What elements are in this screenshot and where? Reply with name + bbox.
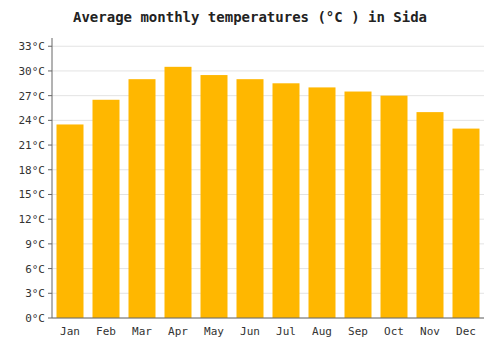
title: Average monthly temperatures (°C ) in Si…: [73, 9, 427, 25]
tick-label: Jan: [60, 325, 80, 338]
bar: [417, 112, 444, 318]
tick-mark: [48, 46, 52, 47]
bar: [453, 129, 480, 318]
tick-label: 33°C: [19, 40, 46, 53]
tick-label: 21°C: [19, 139, 46, 152]
grid-line: [52, 46, 484, 47]
tick-label: Feb: [96, 325, 116, 338]
tick-label: 30°C: [19, 65, 46, 78]
y-axis-line: [52, 38, 53, 318]
tick-label: 18°C: [19, 164, 46, 177]
tick-mark: [48, 318, 52, 319]
tick-label: Jun: [240, 325, 260, 338]
bar: [345, 92, 372, 318]
bar: [201, 75, 228, 318]
tick-label: 12°C: [19, 213, 46, 226]
tick-label: 27°C: [19, 90, 46, 103]
bar: [237, 79, 264, 318]
bar: [381, 96, 408, 318]
tick-mark: [48, 120, 52, 121]
grid-line: [52, 318, 484, 319]
tick-label: Dec: [456, 325, 476, 338]
tick-mark: [48, 268, 52, 269]
tick-label: Nov: [420, 325, 440, 338]
tick-label: Jul: [276, 325, 296, 338]
bar: [129, 79, 156, 318]
tick-label: 6°C: [25, 263, 45, 276]
grid: [52, 46, 484, 318]
bar: [57, 124, 84, 318]
y-axis: 0°C 3°C 6°C 9°C 12°C 15°C 18°C 21°C 24°C 27°C 30°C…: [19, 40, 53, 325]
tick-mark: [48, 169, 52, 170]
bar: [165, 67, 192, 318]
tick-mark: [48, 145, 52, 146]
tick-label: Mar: [132, 325, 152, 338]
chart-container: Average monthly temperatures (°C ) in Si…: [0, 0, 500, 350]
tick-mark: [48, 243, 52, 244]
tick-mark: [48, 194, 52, 195]
tick-label: May: [204, 325, 224, 338]
tick-label: 0°C: [25, 312, 45, 325]
tick-label: 15°C: [19, 188, 46, 201]
grid-line: [52, 70, 484, 71]
chart: Average monthly temperatures (°C ) in Si…: [0, 0, 500, 350]
tick-label: Apr: [168, 325, 188, 338]
tick-label: 24°C: [19, 114, 46, 127]
tick-label: Oct: [384, 325, 404, 338]
x-axis-line: [52, 318, 484, 319]
tick-mark: [48, 95, 52, 96]
bar: [273, 83, 300, 318]
tick-mark: [48, 293, 52, 294]
tick-label: 3°C: [25, 287, 45, 300]
tick-mark: [48, 219, 52, 220]
bar: [309, 87, 336, 318]
bars: [57, 67, 480, 318]
tick-label: Aug: [312, 325, 332, 338]
grid-line: [52, 95, 484, 96]
tick-mark: [48, 70, 52, 71]
bar: [93, 100, 120, 318]
tick-label: Sep: [348, 325, 368, 338]
tick-label: 9°C: [25, 238, 45, 251]
x-axis: Jan Feb Mar Apr May Jun Jul Aug Sep Oct Nov Dec: [60, 325, 476, 338]
